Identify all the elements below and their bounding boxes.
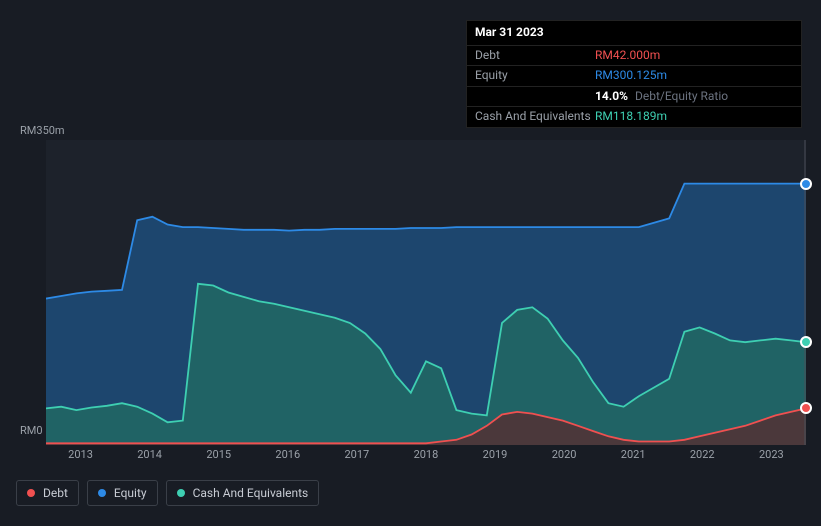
tooltip-row-value: RM300.125m xyxy=(595,68,793,84)
chart-plot-area[interactable] xyxy=(46,140,806,445)
legend-item-cash[interactable]: Cash And Equivalents xyxy=(166,480,320,506)
xaxis-tick-label: 2022 xyxy=(690,448,715,461)
tooltip-row-value: RM118.189m xyxy=(595,109,793,125)
xaxis-tick-label: 2014 xyxy=(137,448,162,461)
xaxis-tick-label: 2013 xyxy=(68,448,93,461)
tooltip-row: DebtRM42.000m xyxy=(467,45,801,66)
tooltip-date: Mar 31 2023 xyxy=(467,21,801,45)
legend-swatch-icon xyxy=(177,489,185,497)
series-end-marker xyxy=(800,178,812,190)
legend-swatch-icon xyxy=(98,489,106,497)
legend-item-label: Equity xyxy=(114,486,147,500)
tooltip-row-label: Equity xyxy=(475,68,595,84)
xaxis-tick-label: 2023 xyxy=(759,448,784,461)
xaxis-tick-label: 2019 xyxy=(483,448,508,461)
xaxis-tick-label: 2020 xyxy=(552,448,577,461)
xaxis-tick-label: 2015 xyxy=(206,448,231,461)
xaxis-labels: 2013 2014 2015 2016 2017 2018 2019 2020 2021 2022… xyxy=(46,448,806,461)
tooltip-row-value: RM42.000m xyxy=(595,48,793,64)
yaxis-max-label: RM350m xyxy=(20,124,65,137)
tooltip-row-label: Debt xyxy=(475,48,595,64)
tooltip-row-label xyxy=(475,89,595,105)
series-end-marker xyxy=(800,402,812,414)
xaxis-tick-label: 2017 xyxy=(344,448,369,461)
tooltip-row: EquityRM300.125m xyxy=(467,65,801,86)
yaxis-zero-label: RM0 xyxy=(20,424,43,437)
tooltip-row: Cash And EquivalentsRM118.189m xyxy=(467,106,801,127)
legend-item-label: Debt xyxy=(43,486,68,500)
tooltip-row-value: 14.0% Debt/Equity Ratio xyxy=(595,89,793,105)
chart-legend: Debt Equity Cash And Equivalents xyxy=(16,480,319,506)
legend-item-equity[interactable]: Equity xyxy=(87,480,158,506)
tooltip-row-label: Cash And Equivalents xyxy=(475,109,595,125)
legend-swatch-icon xyxy=(27,489,35,497)
chart-tooltip: Mar 31 2023 DebtRM42.000mEquityRM300.125… xyxy=(466,20,802,128)
series-end-marker xyxy=(800,336,812,348)
xaxis-tick-label: 2016 xyxy=(275,448,300,461)
legend-item-label: Cash And Equivalents xyxy=(193,486,309,500)
legend-item-debt[interactable]: Debt xyxy=(16,480,79,506)
xaxis-tick-label: 2018 xyxy=(414,448,439,461)
xaxis-tick-label: 2021 xyxy=(621,448,646,461)
tooltip-row: 14.0% Debt/Equity Ratio xyxy=(467,86,801,107)
